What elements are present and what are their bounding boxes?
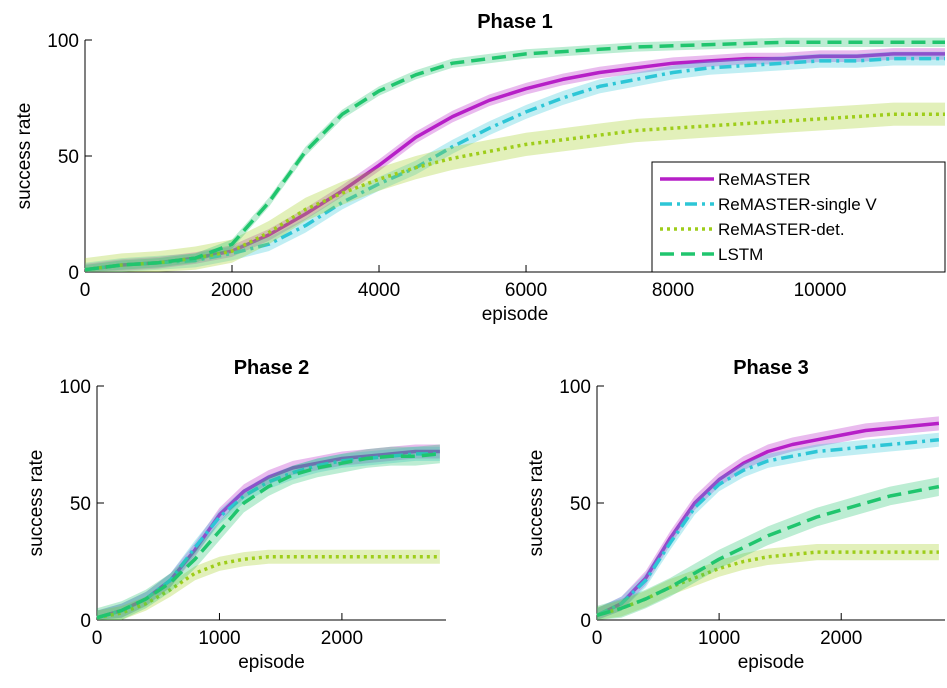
legend-label-remaster: ReMASTER xyxy=(718,170,811,189)
phase-1-y-tick-label: 0 xyxy=(68,263,79,284)
phase-1-x-tick-label: 0 xyxy=(80,280,91,301)
phase-2-y-tick-label: 50 xyxy=(70,494,91,515)
phase-1-x-tick-label: 2000 xyxy=(211,280,253,301)
phase-3-band-lstm xyxy=(597,477,939,620)
phase-2-band-remaster-det xyxy=(97,549,440,620)
legend: ReMASTER ReMASTER-single V ReMASTER-det. LS… xyxy=(651,161,946,273)
phase-2-series-remaster xyxy=(96,449,440,620)
phase-1-x-label: episode xyxy=(482,304,549,325)
phase-3-series-remaster-single-v xyxy=(596,438,940,617)
phase-2-x-label: episode xyxy=(238,652,305,673)
phase-1-chart: 0 50 100 0 2000 4000 6000 8000 10000 Phase 1 episo… xyxy=(14,11,945,325)
phase-1-band-remaster-det xyxy=(85,102,945,272)
phase-2-band-remaster xyxy=(97,444,440,620)
phase-1-y-label: success rate xyxy=(14,103,35,210)
phase-3-x-tick-label: 2000 xyxy=(820,628,862,649)
phase-1-x-tick-label: 4000 xyxy=(358,280,400,301)
phase-2-series-lstm xyxy=(96,452,441,620)
phase-2-y-tick-label: 0 xyxy=(80,611,91,632)
phase-3-x-tick-label: 0 xyxy=(592,628,603,649)
phase-1-y-tick-label: 100 xyxy=(47,31,79,52)
phase-2-y-tick-label: 100 xyxy=(59,377,91,398)
phase-1-x-tick-label: 10000 xyxy=(794,280,847,301)
legend-label-remaster-single-v: ReMASTER-single V xyxy=(718,195,877,214)
phase-1-y-tick-label: 50 xyxy=(58,147,79,168)
phase-1-series-remaster-det xyxy=(84,112,945,272)
phase-1-x-tick-label: 8000 xyxy=(652,280,694,301)
phase-2-band-lstm xyxy=(97,444,440,620)
phase-3-y-tick-label: 0 xyxy=(580,611,591,632)
phase-1-x-tick-label: 6000 xyxy=(505,280,547,301)
phase-2-series-remaster-det xyxy=(96,555,440,620)
phase-1-title: Phase 1 xyxy=(477,11,553,33)
phase-2-y-label: success rate xyxy=(26,450,47,557)
phase-3-title: Phase 3 xyxy=(733,357,809,379)
phase-3-y-label: success rate xyxy=(526,450,547,557)
phase-3-series-remaster xyxy=(596,421,940,617)
phase-2-band-remaster-single-v xyxy=(97,446,440,620)
phase-1-series-lstm xyxy=(84,40,945,272)
phase-2-x-tick-label: 1000 xyxy=(198,628,240,649)
phase-2-x-tick-label: 0 xyxy=(92,628,103,649)
phase-3-y-tick-label: 100 xyxy=(559,377,591,398)
phase-3-series-lstm xyxy=(596,484,940,617)
phase-1-series-remaster-single-v xyxy=(84,56,945,272)
legend-label-lstm: LSTM xyxy=(718,245,763,264)
legend-label-remaster-det: ReMASTER-det. xyxy=(718,220,845,239)
phase-3-series-remaster-det xyxy=(596,550,939,617)
phase-3-x-label: episode xyxy=(738,652,805,673)
phase-2-x-tick-label: 2000 xyxy=(321,628,363,649)
phase-3-y-tick-label: 50 xyxy=(570,494,591,515)
phase-3-band-remaster xyxy=(597,416,939,620)
phase-3-band-remaster-det xyxy=(597,544,939,620)
phase-3-x-tick-label: 1000 xyxy=(698,628,740,649)
phase-2-title: Phase 2 xyxy=(234,357,310,379)
